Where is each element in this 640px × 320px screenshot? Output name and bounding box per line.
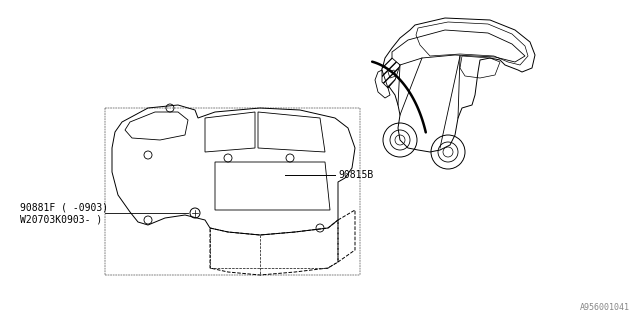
Text: 90881F ( -0903): 90881F ( -0903) <box>20 203 108 213</box>
Text: 90815B: 90815B <box>338 170 373 180</box>
Text: W20703K0903- ): W20703K0903- ) <box>20 215 102 225</box>
Text: A956001041: A956001041 <box>580 303 630 312</box>
Polygon shape <box>382 58 400 88</box>
